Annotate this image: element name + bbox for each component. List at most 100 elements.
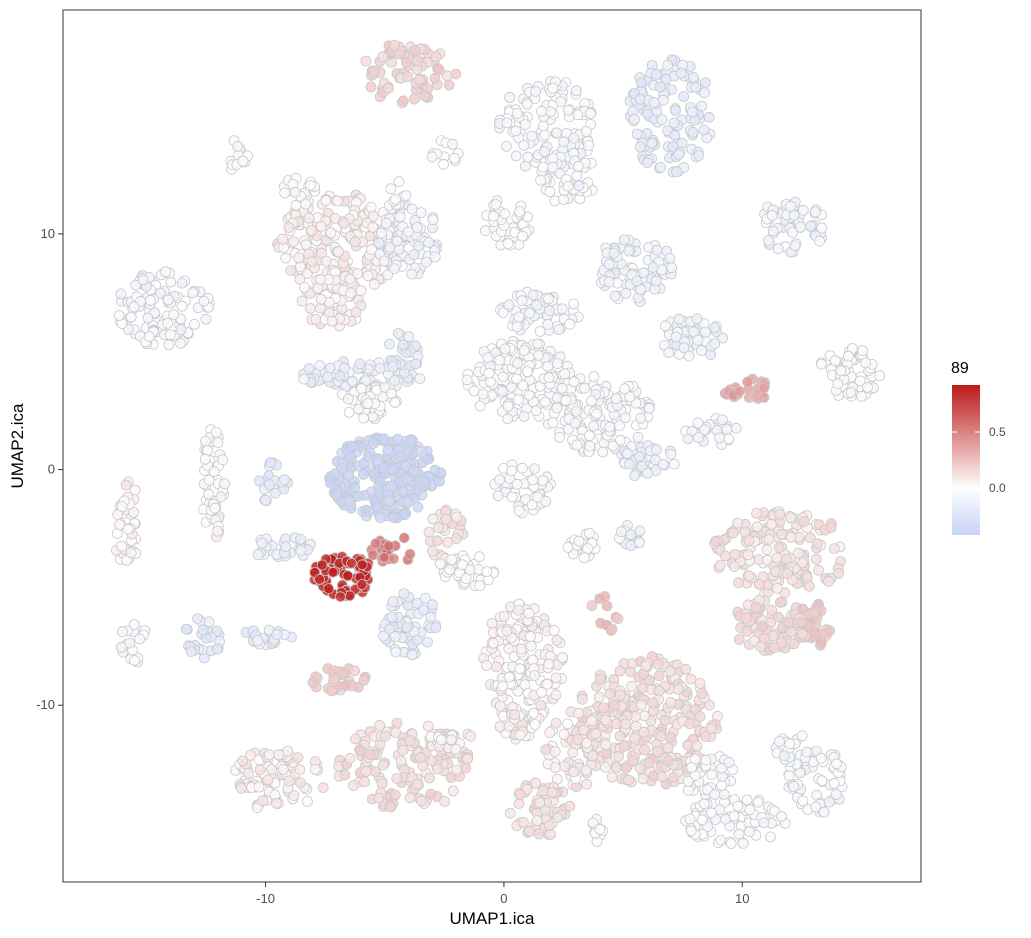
data-point <box>528 707 539 719</box>
data-point <box>424 772 435 784</box>
data-point <box>329 212 341 224</box>
data-point <box>314 360 326 372</box>
data-point <box>814 235 825 247</box>
data-point <box>130 279 142 291</box>
data-point <box>314 302 326 314</box>
data-point <box>279 187 291 199</box>
data-point <box>568 766 580 778</box>
data-point <box>727 527 739 539</box>
data-point <box>461 374 473 386</box>
data-point <box>175 337 186 349</box>
data-point <box>550 689 562 701</box>
data-point <box>446 554 458 565</box>
data-point <box>423 237 435 249</box>
data-point <box>668 117 680 129</box>
data-point <box>409 45 421 56</box>
data-point <box>534 797 546 808</box>
data-point <box>695 345 707 357</box>
data-point <box>477 388 489 400</box>
data-point <box>655 731 667 742</box>
data-point <box>306 256 318 268</box>
data-point <box>465 730 477 742</box>
data-point <box>163 339 175 351</box>
data-point <box>406 203 418 215</box>
data-point <box>758 817 770 829</box>
data-point <box>425 788 437 800</box>
data-point <box>548 625 560 636</box>
data-point <box>373 480 385 492</box>
data-point <box>419 90 431 102</box>
data-point <box>447 785 459 797</box>
data-point <box>511 478 523 490</box>
data-point <box>828 778 840 789</box>
data-point <box>562 718 573 730</box>
data-point <box>591 408 602 420</box>
data-point <box>289 186 301 198</box>
data-point <box>468 385 480 397</box>
data-point <box>600 739 612 751</box>
data-point <box>362 451 374 462</box>
data-point <box>408 249 420 260</box>
data-point <box>359 776 370 788</box>
data-point <box>456 559 468 571</box>
data-point <box>629 732 640 744</box>
data-point <box>113 310 125 321</box>
data-point <box>690 82 701 93</box>
data-point <box>831 758 842 770</box>
data-point <box>678 91 690 102</box>
data-point <box>497 307 509 319</box>
data-point <box>483 367 495 379</box>
data-point <box>143 331 155 342</box>
data-point <box>379 730 391 742</box>
data-point <box>439 796 451 807</box>
data-point <box>780 553 792 565</box>
data-point <box>797 628 808 640</box>
data-point <box>672 684 684 695</box>
data-point <box>378 433 390 445</box>
data-point <box>752 796 764 808</box>
data-point <box>655 161 667 173</box>
y-tick-label: 10 <box>41 226 55 241</box>
data-point <box>665 732 677 743</box>
data-point <box>514 729 526 741</box>
data-point <box>552 358 563 369</box>
data-point <box>551 635 563 646</box>
data-point <box>545 106 556 118</box>
data-point <box>526 130 538 142</box>
data-point <box>125 547 137 559</box>
data-point <box>273 749 285 761</box>
data-point <box>568 298 579 310</box>
data-point <box>587 750 598 762</box>
data-point <box>529 719 541 730</box>
data-point <box>385 801 397 813</box>
data-point <box>211 643 223 655</box>
data-point <box>303 363 315 375</box>
data-point <box>427 214 439 226</box>
data-point <box>375 227 387 239</box>
data-point <box>558 136 569 148</box>
data-point <box>808 607 820 619</box>
data-point <box>824 796 835 808</box>
data-point <box>288 236 299 248</box>
data-point <box>639 710 650 722</box>
data-point <box>607 440 619 452</box>
data-point <box>588 420 600 432</box>
data-point <box>650 68 662 80</box>
data-point <box>608 247 620 259</box>
data-point <box>362 398 374 409</box>
data-point <box>176 300 188 312</box>
data-point <box>829 355 841 367</box>
data-point <box>527 474 539 486</box>
data-point <box>696 814 708 826</box>
data-point <box>355 285 367 296</box>
data-point <box>700 731 711 742</box>
data-point <box>511 321 523 333</box>
data-point <box>486 618 498 629</box>
data-point <box>502 238 514 249</box>
data-point <box>593 691 605 703</box>
data-point <box>516 462 528 474</box>
data-point <box>534 325 546 337</box>
data-point <box>414 74 425 86</box>
data-point <box>627 755 639 767</box>
data-point <box>298 373 310 385</box>
